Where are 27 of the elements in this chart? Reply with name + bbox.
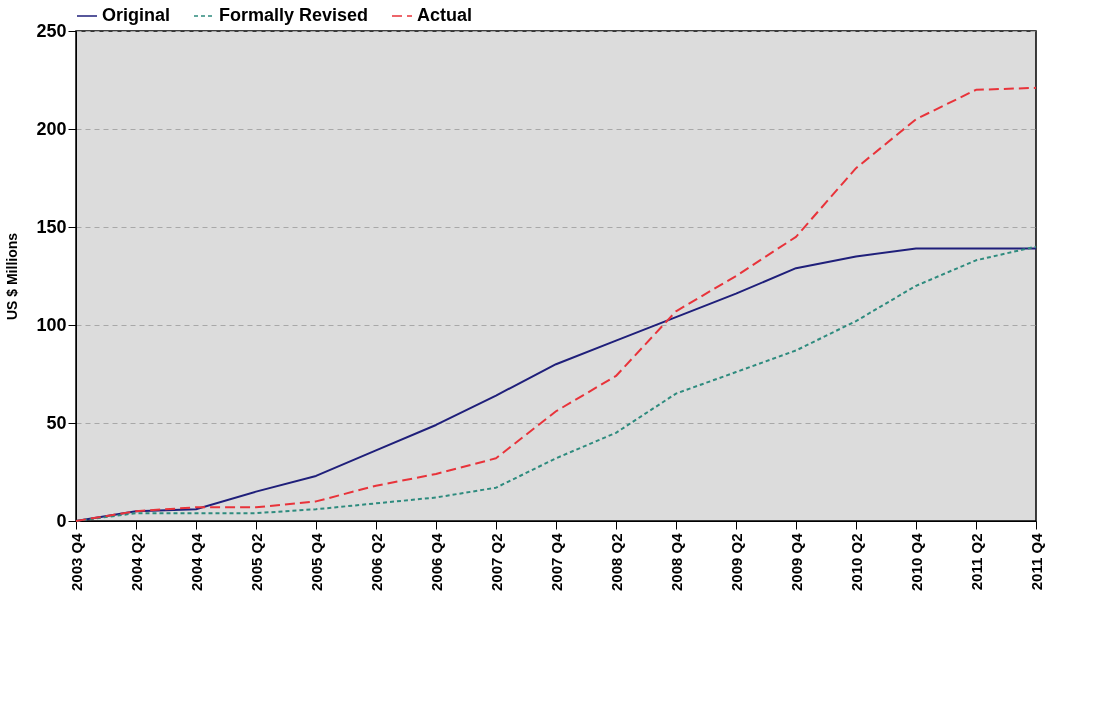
x-tick-label: 2009 Q2 — [727, 533, 745, 592]
x-tick-label: 2006 Q4 — [427, 532, 445, 592]
y-tick-label: 50 — [46, 412, 67, 433]
x-tick-label: 2011 Q4 — [1027, 532, 1045, 591]
y-tick-label: 250 — [36, 20, 67, 41]
legend-label: Actual — [417, 5, 473, 25]
x-tick-label: 2008 Q2 — [607, 533, 625, 592]
y-tick-label: 150 — [36, 216, 67, 237]
legend-label: Original — [102, 5, 171, 25]
x-tick-label: 2008 Q4 — [667, 532, 685, 592]
x-tick-label: 2003 Q4 — [67, 532, 85, 592]
legend-label: Formally Revised — [219, 5, 369, 25]
x-tick-label: 2005 Q4 — [307, 532, 325, 592]
x-tick-label: 2009 Q4 — [787, 532, 805, 592]
x-tick-label: 2004 Q2 — [127, 533, 145, 592]
y-tick-label: 0 — [56, 510, 67, 531]
x-tick-label: 2006 Q2 — [367, 533, 385, 592]
x-tick-label: 2011 Q2 — [967, 533, 985, 591]
x-tick-label: 2010 Q2 — [847, 533, 865, 592]
x-tick-label: 2004 Q4 — [187, 532, 205, 592]
x-tick-label: 2005 Q2 — [247, 533, 265, 592]
y-tick-label: 100 — [36, 314, 67, 335]
x-tick-label: 2007 Q4 — [547, 532, 565, 592]
x-tick-label: 2010 Q4 — [907, 532, 925, 592]
y-axis-title: US $ Millions — [4, 232, 21, 321]
y-tick-label: 200 — [36, 118, 67, 139]
x-tick-label: 2007 Q2 — [487, 533, 505, 592]
